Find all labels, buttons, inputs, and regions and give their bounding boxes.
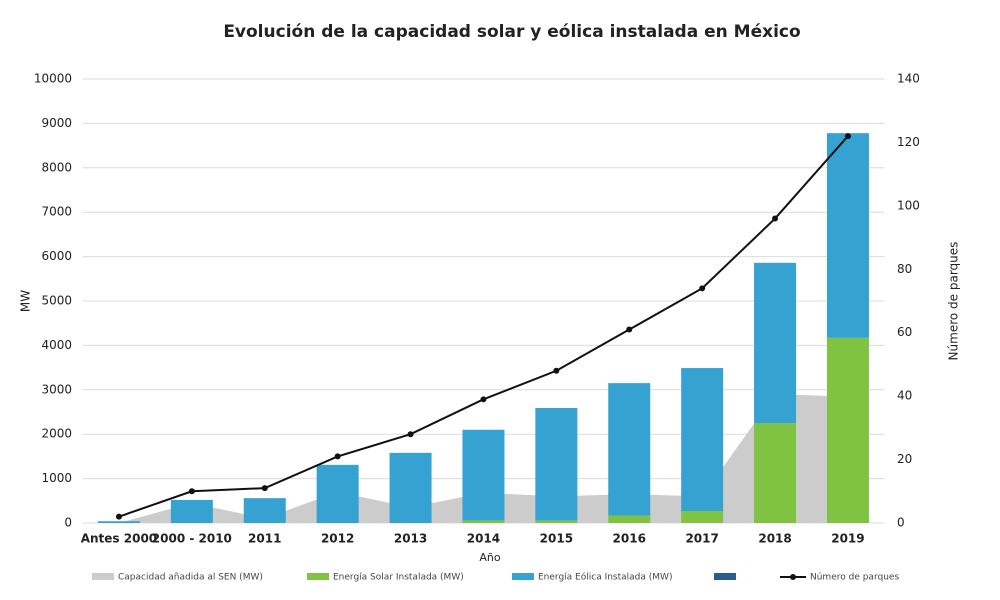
legend-swatch [92,573,114,580]
y-tick-label: 3000 [41,382,72,396]
bar [535,408,578,521]
legend-label: Número de parques [810,573,899,583]
line-point [188,488,195,495]
legend-swatch [714,573,736,580]
line-point [480,396,487,403]
legend-swatch [790,574,796,580]
bar [826,133,869,338]
legend-swatch [512,573,534,580]
line-point [407,431,414,438]
bar [754,262,797,424]
x-axis-label: Año [479,551,500,564]
bar [170,499,213,523]
bar [535,520,578,523]
legend-label: Energía Solar Instalada (MW) [333,573,464,583]
x-tick-label: 2000 - 2010 [152,532,232,546]
x-tick-label: 2018 [758,532,791,546]
y-axis-label: MW [19,290,33,312]
y-tick-label: 5000 [41,294,72,308]
bar [462,429,505,521]
y2-tick-label: 140 [897,72,920,86]
y2-tick-label: 40 [897,389,912,403]
y-tick-label: 7000 [41,205,72,219]
chart-title: Evolución de la capacidad solar y eólica… [223,22,800,42]
y2-tick-label: 60 [897,325,912,339]
x-tick-label: 2019 [831,532,864,546]
y2-tick-label: 20 [897,452,912,466]
line-point [772,215,779,222]
legend-label: Energía Eólica Instalada (MW) [538,572,672,583]
y2-axis-label: Número de parques [947,242,961,361]
y-tick-label: 10000 [34,72,72,86]
bar [826,337,869,523]
y-tick-label: 1000 [41,471,72,485]
bar [243,498,286,523]
y-tick-label: 9000 [41,116,72,130]
x-tick-label: Antes 2000 [81,532,157,546]
x-tick-label: 2013 [394,532,427,546]
y-tick-label: 6000 [41,249,72,263]
line-point [261,485,268,492]
bar [462,520,505,523]
bar [608,383,651,516]
line-point [334,453,341,460]
bar [316,464,359,523]
y-tick-label: 8000 [41,160,72,174]
x-tick-label: 2017 [685,532,718,546]
y2-tick-label: 120 [897,135,920,149]
x-tick-label: 2015 [540,532,573,546]
y-tick-label: 2000 [41,427,72,441]
line-point [115,513,122,520]
bar [754,423,797,523]
bar [681,368,724,512]
y2-tick-label: 80 [897,262,912,276]
y2-tick-label: 100 [897,198,920,212]
x-tick-label: 2012 [321,532,354,546]
x-tick-label: 2016 [613,532,646,546]
y2-tick-label: 0 [897,516,905,530]
legend-label: Capacidad añadida al SEN (MW) [118,573,263,583]
line-point [844,133,851,140]
x-tick-label: 2014 [467,532,500,546]
x-tick-label: 2011 [248,532,281,546]
line-point [626,326,633,333]
y-tick-label: 0 [64,516,72,530]
line-point [553,367,560,374]
legend-swatch [307,573,329,580]
line-point [699,285,706,292]
bar [389,452,432,523]
bar [681,511,724,523]
bar [97,521,140,523]
bar [608,515,651,523]
y-tick-label: 4000 [41,338,72,352]
